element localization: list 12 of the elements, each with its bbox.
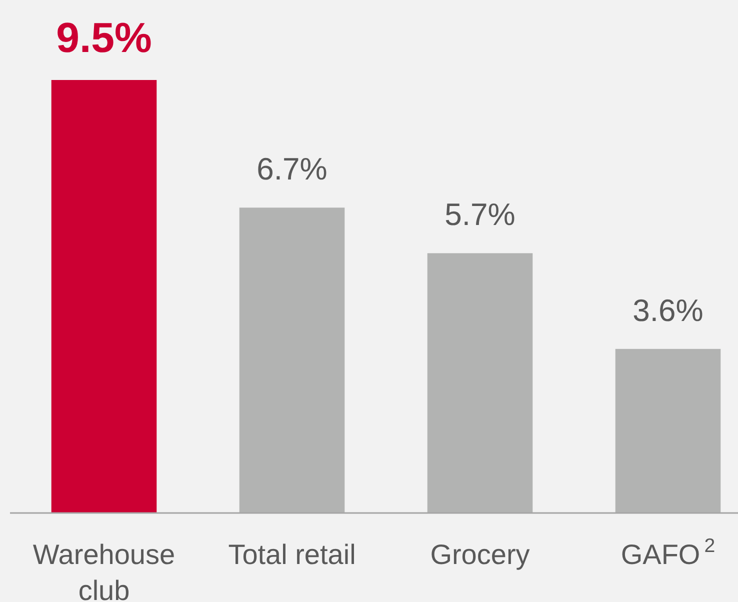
x-tick-label: Grocery [430,539,530,570]
bar [239,208,345,513]
data-label: 9.5% [56,14,152,61]
x-tick-label: Warehouse club [32,539,176,602]
x-tick-label: Total retail [228,539,356,570]
x-tick-label: GAFO$^{2}$ [620,535,716,570]
data-label: 3.6% [632,292,704,328]
data-label: 5.7% [444,197,516,232]
bar [615,348,721,513]
data-label: 6.7% [256,152,328,187]
bar [51,80,157,513]
bar [427,253,533,513]
